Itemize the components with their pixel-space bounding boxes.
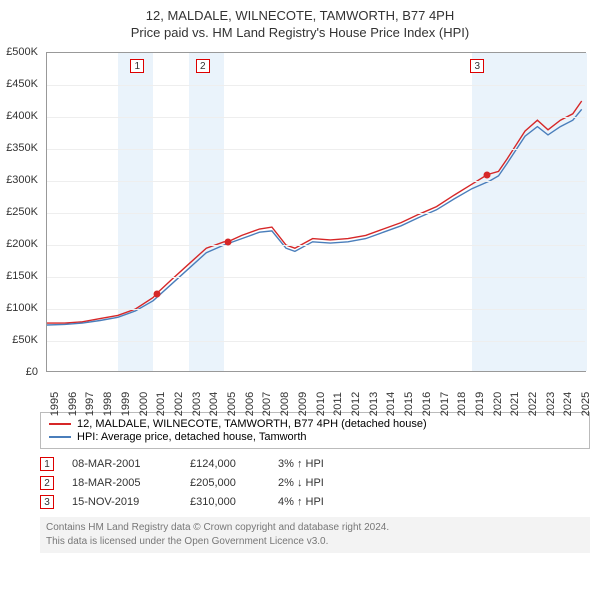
annotation-row: 3 15-NOV-2019 £310,000 4% ↑ HPI: [40, 495, 590, 509]
x-axis-label: 2014: [385, 392, 397, 416]
gridline: [47, 341, 585, 342]
x-axis-label: 2017: [439, 392, 451, 416]
x-axis-label: 2012: [350, 392, 362, 416]
x-axis-label: 2004: [208, 392, 220, 416]
annotation-table: 1 08-MAR-2001 £124,000 3% ↑ HPI 2 18-MAR-2005…: [40, 457, 590, 509]
series-hpi: [47, 109, 582, 325]
y-axis-label: £0: [0, 366, 38, 378]
chart-title-block: 12, MALDALE, WILNECOTE, TAMWORTH, B77 4P…: [0, 0, 600, 44]
footer-line1: Contains HM Land Registry data © Crown c…: [46, 521, 584, 535]
gridline: [47, 181, 585, 182]
x-axis-label: 1996: [67, 392, 79, 416]
x-axis-label: 2013: [368, 392, 380, 416]
marker-dot: [224, 238, 231, 245]
annotation-pct: 2% ↓ HPI: [278, 477, 378, 489]
x-axis-label: 2010: [315, 392, 327, 416]
legend-item: 12, MALDALE, WILNECOTE, TAMWORTH, B77 4P…: [49, 418, 581, 430]
x-axis-label: 1997: [84, 392, 96, 416]
marker-box: 1: [130, 59, 144, 73]
marker-dot: [153, 290, 160, 297]
x-axis-label: 2022: [527, 392, 539, 416]
legend-swatch: [49, 436, 71, 438]
annotation-price: £205,000: [190, 477, 260, 489]
x-axis-label: 1995: [49, 392, 61, 416]
plot-region: 1 2 3: [46, 52, 586, 372]
x-axis-label: 2006: [244, 392, 256, 416]
y-axis-label: £450K: [0, 78, 38, 90]
y-axis-label: £500K: [0, 46, 38, 58]
x-axis-label: 1998: [102, 392, 114, 416]
x-axis-label: 2016: [421, 392, 433, 416]
annotation-date: 18-MAR-2005: [72, 477, 172, 489]
gridline: [47, 245, 585, 246]
x-axis-label: 2023: [545, 392, 557, 416]
gridline: [47, 85, 585, 86]
annotation-price: £310,000: [190, 496, 260, 508]
x-axis-label: 2001: [155, 392, 167, 416]
legend: 12, MALDALE, WILNECOTE, TAMWORTH, B77 4P…: [40, 412, 590, 449]
x-axis-label: 2020: [492, 392, 504, 416]
marker-box: 3: [470, 59, 484, 73]
gridline: [47, 309, 585, 310]
gridline: [47, 277, 585, 278]
marker-box: 2: [196, 59, 210, 73]
x-axis-label: 2007: [261, 392, 273, 416]
x-axis: 1995199619971998199920002001200220032004…: [46, 372, 586, 406]
x-axis-label: 2009: [297, 392, 309, 416]
annotation-price: £124,000: [190, 458, 260, 470]
annotation-date: 08-MAR-2001: [72, 458, 172, 470]
attribution-footer: Contains HM Land Registry data © Crown c…: [40, 517, 590, 553]
x-axis-label: 2025: [580, 392, 592, 416]
y-axis-label: £250K: [0, 206, 38, 218]
annotation-marker: 1: [40, 457, 54, 471]
y-axis-label: £150K: [0, 270, 38, 282]
x-axis-label: 2000: [138, 392, 150, 416]
x-axis-label: 2021: [509, 392, 521, 416]
x-axis-label: 2002: [173, 392, 185, 416]
gridline: [47, 149, 585, 150]
y-axis-label: £300K: [0, 174, 38, 186]
legend-label: 12, MALDALE, WILNECOTE, TAMWORTH, B77 4P…: [77, 418, 427, 430]
annotation-marker: 2: [40, 476, 54, 490]
chart-title-line2: Price paid vs. HM Land Registry's House …: [0, 25, 600, 40]
chart-area: £0£50K£100K£150K£200K£250K£300K£350K£400…: [46, 52, 586, 372]
x-axis-label: 2018: [456, 392, 468, 416]
y-axis-label: £100K: [0, 302, 38, 314]
x-axis-label: 2024: [562, 392, 574, 416]
chart-title-line1: 12, MALDALE, WILNECOTE, TAMWORTH, B77 4P…: [0, 8, 600, 23]
x-axis-label: 1999: [120, 392, 132, 416]
y-axis-label: £400K: [0, 110, 38, 122]
legend-item: HPI: Average price, detached house, Tamw…: [49, 431, 581, 443]
marker-dot: [484, 171, 491, 178]
legend-label: HPI: Average price, detached house, Tamw…: [77, 431, 307, 443]
y-axis-label: £200K: [0, 238, 38, 250]
annotation-marker: 3: [40, 495, 54, 509]
footer-line2: This data is licensed under the Open Gov…: [46, 535, 584, 549]
x-axis-label: 2008: [279, 392, 291, 416]
gridline: [47, 213, 585, 214]
annotation-row: 1 08-MAR-2001 £124,000 3% ↑ HPI: [40, 457, 590, 471]
gridline: [47, 117, 585, 118]
legend-swatch: [49, 423, 71, 425]
x-axis-label: 2005: [226, 392, 238, 416]
y-axis-label: £350K: [0, 142, 38, 154]
x-axis-label: 2011: [332, 392, 344, 416]
annotation-row: 2 18-MAR-2005 £205,000 2% ↓ HPI: [40, 476, 590, 490]
x-axis-label: 2003: [191, 392, 203, 416]
annotation-pct: 3% ↑ HPI: [278, 458, 378, 470]
x-axis-label: 2019: [474, 392, 486, 416]
annotation-date: 15-NOV-2019: [72, 496, 172, 508]
annotation-pct: 4% ↑ HPI: [278, 496, 378, 508]
y-axis-label: £50K: [0, 334, 38, 346]
x-axis-label: 2015: [403, 392, 415, 416]
